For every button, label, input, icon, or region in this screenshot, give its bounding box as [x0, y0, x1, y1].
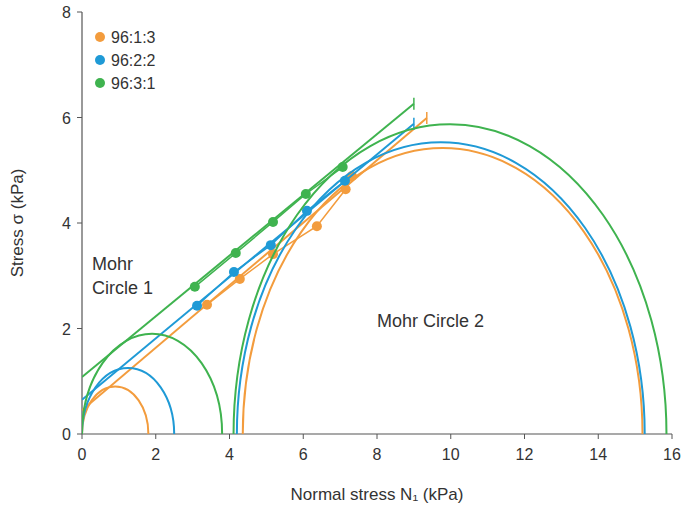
- x-tick: [303, 434, 304, 439]
- x-tick: [377, 434, 378, 439]
- legend-label: 96:3:1: [111, 75, 156, 92]
- x-tick-label: 6: [299, 446, 308, 463]
- y-tick: [77, 117, 82, 118]
- legend-marker: [95, 55, 105, 65]
- annotation: Circle 1: [92, 278, 153, 298]
- y-tick-label: 2: [62, 321, 71, 338]
- legend-marker: [95, 32, 105, 42]
- x-tick: [450, 434, 451, 439]
- y-axis-label: Stress σ (kPa): [8, 169, 27, 278]
- mohr-circle: [243, 148, 643, 434]
- mohr-circle: [237, 142, 645, 434]
- data-line: [197, 181, 345, 306]
- x-tick: [598, 434, 599, 439]
- data-point: [340, 176, 350, 186]
- y-tick-label: 4: [62, 215, 71, 232]
- y-tick-label: 8: [62, 4, 71, 21]
- data-point: [301, 189, 311, 199]
- data-point: [192, 301, 202, 311]
- data-line: [195, 167, 343, 287]
- fit-line: [82, 118, 427, 410]
- y-tick-label: 6: [62, 110, 71, 127]
- y-tick-label: 0: [62, 426, 71, 443]
- legend-label: 96:2:2: [111, 52, 156, 69]
- x-tick: [524, 434, 525, 439]
- annotation: Mohr: [92, 254, 133, 274]
- x-tick: [82, 434, 83, 439]
- data-point: [202, 300, 212, 310]
- x-tick: [672, 434, 673, 439]
- x-tick-label: 0: [78, 446, 87, 463]
- annotation: Mohr Circle 2: [377, 311, 484, 331]
- data-point: [266, 240, 276, 250]
- y-tick: [77, 328, 82, 329]
- plot-area: [82, 98, 666, 434]
- x-tick-label: 14: [589, 446, 607, 463]
- x-axis-label: Normal stress N₁ (kPa): [291, 485, 464, 504]
- fit-end-tick: [413, 98, 415, 110]
- data-line: [207, 176, 352, 305]
- data-point: [338, 162, 348, 172]
- data-point: [231, 248, 241, 258]
- chart: 0 2 4 6 8 10 12 14 16 0 2 4 6 8 Normal stress N₁ (kPa)…: [0, 0, 687, 516]
- y-tick: [77, 12, 82, 13]
- fit-line: [82, 124, 414, 400]
- data-point: [312, 221, 322, 231]
- mohr-circle: [82, 334, 222, 434]
- x-tick-label: 16: [663, 446, 681, 463]
- y-tick: [77, 223, 82, 224]
- x-tick-label: 8: [373, 446, 382, 463]
- legend: 96:1:3 96:2:2 96:3:1: [95, 29, 156, 92]
- fit-line: [82, 104, 414, 377]
- data-point: [229, 267, 239, 277]
- x-tick-label: 10: [442, 446, 460, 463]
- x-tick-label: 2: [151, 446, 160, 463]
- mohr-circle: [234, 124, 667, 434]
- x-tick-label: 12: [516, 446, 534, 463]
- mohr-circle: [82, 368, 174, 434]
- y-tick: [77, 434, 82, 435]
- fit-end-tick: [426, 112, 428, 124]
- x-tick: [229, 434, 230, 439]
- legend-label: 96:1:3: [111, 29, 156, 46]
- legend-marker: [95, 78, 105, 88]
- data-point: [190, 282, 200, 292]
- x-tick: [155, 434, 156, 439]
- data-point: [268, 217, 278, 227]
- x-tick-label: 4: [225, 446, 234, 463]
